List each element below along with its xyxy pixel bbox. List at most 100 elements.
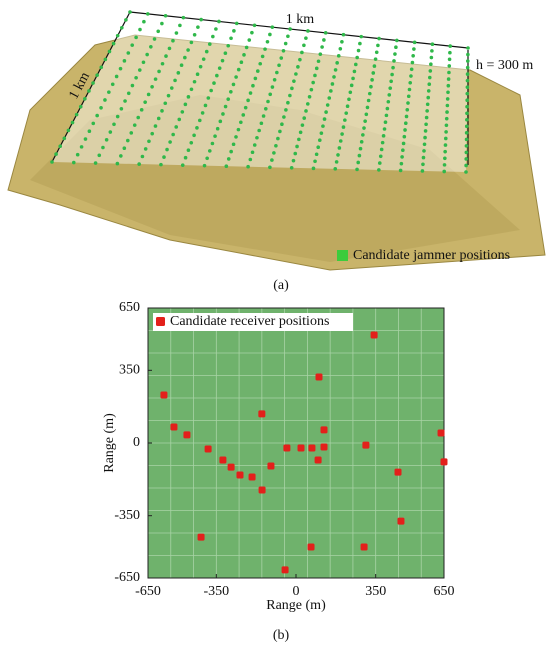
receiver-point bbox=[248, 473, 256, 481]
jammer-dot bbox=[169, 86, 174, 90]
jammer-dot bbox=[143, 147, 148, 151]
receiver-point bbox=[227, 463, 235, 471]
jammer-dot bbox=[220, 58, 225, 63]
jammer-dot bbox=[353, 62, 358, 67]
jammer-dot bbox=[101, 145, 105, 150]
jammer-dot bbox=[322, 117, 327, 121]
jammer-dot bbox=[289, 165, 294, 170]
jammer-dot bbox=[199, 17, 203, 22]
jammer-dot bbox=[464, 150, 469, 155]
jammer-dot bbox=[71, 160, 76, 165]
jammer-dot bbox=[143, 100, 147, 104]
jammer-dot bbox=[403, 128, 407, 132]
jammer-dot bbox=[83, 97, 87, 101]
jammer-dot bbox=[183, 155, 188, 160]
jammer-dot bbox=[114, 74, 119, 79]
jammer-dot bbox=[442, 169, 447, 174]
jammer-dot bbox=[357, 153, 362, 158]
jammer-dot bbox=[392, 59, 396, 63]
jammer-dot bbox=[189, 140, 194, 145]
receiver-point bbox=[394, 468, 402, 476]
jammer-dot bbox=[369, 84, 373, 89]
x-tick-label: -350 bbox=[203, 584, 229, 599]
jammer-dot bbox=[179, 63, 184, 68]
jammer-dot bbox=[421, 162, 425, 167]
receiver-point bbox=[197, 533, 205, 541]
jammer-dot bbox=[412, 47, 416, 51]
jammer-dot bbox=[274, 143, 278, 148]
jammer-dot bbox=[298, 57, 302, 62]
legend-text: Candidate jammer positions bbox=[353, 248, 510, 263]
jammer-dot bbox=[58, 144, 63, 149]
jammer-dot bbox=[107, 49, 112, 54]
jammer-dot bbox=[244, 45, 249, 50]
jammer-dot bbox=[207, 42, 212, 46]
jammer-dot bbox=[209, 88, 213, 93]
jammer-dot bbox=[226, 97, 231, 101]
jammer-dot bbox=[260, 54, 265, 59]
jammer-dot bbox=[403, 121, 408, 126]
jammer-dot bbox=[268, 165, 272, 170]
jammer-dot bbox=[347, 97, 351, 102]
jammer-dot bbox=[183, 102, 188, 107]
jammer-dot bbox=[128, 10, 132, 14]
jammer-dot bbox=[448, 50, 452, 55]
jammer-dot bbox=[83, 137, 88, 141]
jammer-dot bbox=[464, 124, 469, 129]
jammer-dot bbox=[401, 148, 405, 152]
jammer-dot bbox=[311, 166, 316, 171]
receiver-point bbox=[183, 431, 191, 439]
jammer-dot bbox=[447, 64, 452, 68]
jammer-dot bbox=[129, 131, 134, 135]
jammer-dot bbox=[406, 101, 410, 105]
jammer-dot bbox=[340, 39, 344, 44]
jammer-dot bbox=[215, 73, 219, 78]
jammer-dot bbox=[408, 80, 413, 85]
jammer-dot bbox=[205, 156, 209, 161]
legend-swatch bbox=[337, 250, 348, 261]
jammer-dot bbox=[325, 103, 330, 107]
jammer-dot bbox=[330, 82, 335, 86]
jammer-dot bbox=[217, 66, 222, 70]
jammer-dot bbox=[192, 32, 197, 37]
receiver-point bbox=[362, 441, 370, 449]
receiver-point bbox=[314, 456, 322, 464]
jammer-dot bbox=[420, 169, 425, 173]
jammer-dot bbox=[361, 133, 365, 137]
jammer-dot bbox=[371, 71, 376, 75]
jammer-dot bbox=[78, 104, 83, 109]
jammer-dot bbox=[132, 123, 137, 127]
jammer-dot bbox=[320, 45, 324, 49]
jammer-dot bbox=[195, 126, 199, 130]
jammer-dot bbox=[340, 132, 344, 136]
jammer-dot bbox=[186, 148, 191, 153]
jammer-dot bbox=[277, 63, 281, 68]
jammer-dot bbox=[111, 41, 116, 46]
jammer-dot bbox=[115, 161, 120, 166]
jammer-dot bbox=[251, 83, 255, 88]
jammer-dot bbox=[124, 18, 128, 22]
receiver-point bbox=[308, 444, 316, 452]
jammer-dot bbox=[70, 120, 75, 125]
jammer-dot bbox=[176, 71, 181, 75]
jammer-dot bbox=[221, 112, 225, 116]
jammer-dot bbox=[305, 102, 310, 106]
jammer-dot bbox=[141, 60, 146, 65]
jammer-dot bbox=[446, 83, 451, 88]
jammer-dot bbox=[304, 109, 308, 113]
jammer-dot bbox=[163, 13, 168, 18]
jammer-dot bbox=[465, 72, 470, 76]
jammer-dot bbox=[345, 104, 350, 109]
jammer-dot bbox=[97, 153, 102, 158]
jammer-dot bbox=[337, 146, 342, 150]
jammer-dot bbox=[334, 160, 339, 164]
jammer-dot bbox=[341, 125, 346, 129]
jammer-dot bbox=[149, 44, 153, 49]
jammer-dots bbox=[50, 10, 470, 174]
jammer-dot bbox=[286, 34, 290, 39]
jammer-dot bbox=[384, 113, 389, 118]
jammer-dot bbox=[123, 99, 127, 103]
jammer-dot bbox=[356, 48, 361, 53]
jammer-dot bbox=[198, 64, 203, 69]
jammer-dot bbox=[214, 27, 218, 31]
